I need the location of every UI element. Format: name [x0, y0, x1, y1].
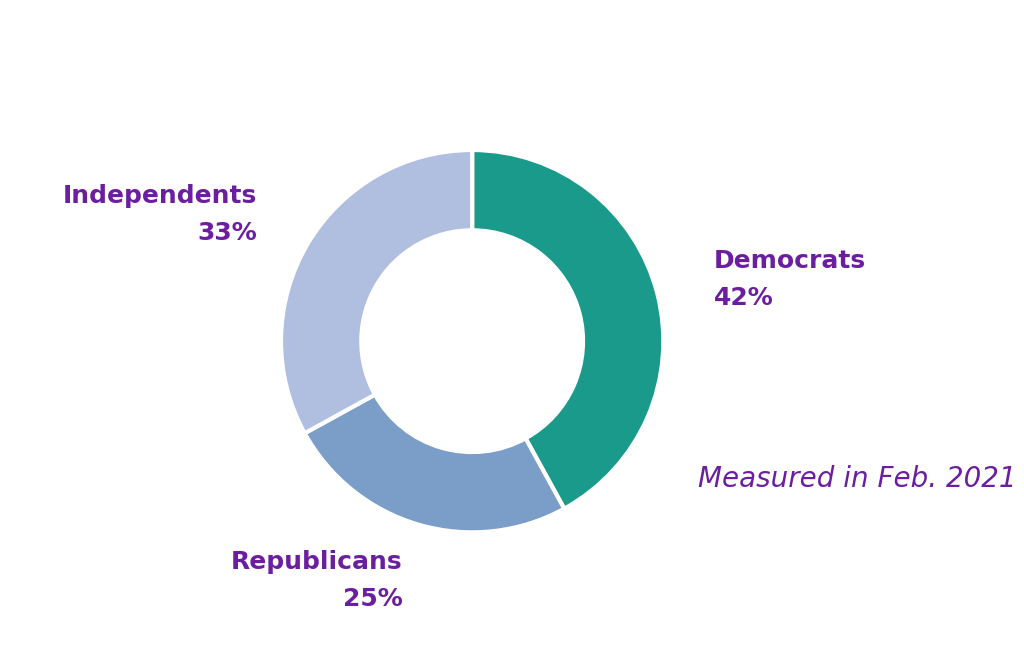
Text: 25%: 25% [343, 588, 402, 611]
Text: 42%: 42% [714, 286, 774, 310]
Text: Democrats: Democrats [714, 249, 866, 272]
Wedge shape [281, 150, 472, 433]
Text: Netflix Subscribers by Political Party: Netflix Subscribers by Political Party [110, 19, 914, 57]
Wedge shape [305, 395, 564, 532]
Text: Republicans: Republicans [231, 550, 402, 574]
Text: Independents: Independents [63, 184, 257, 207]
Wedge shape [472, 150, 664, 509]
Text: Morning Consult/Hollywood Reporter survey: Morning Consult/Hollywood Reporter surve… [78, 623, 513, 642]
Text: Source:: Source: [18, 623, 102, 642]
Text: 33%: 33% [198, 220, 257, 245]
Text: KillTheCableBill.com: KillTheCableBill.com [781, 623, 1006, 642]
Text: Measured in Feb. 2021: Measured in Feb. 2021 [698, 465, 1017, 494]
